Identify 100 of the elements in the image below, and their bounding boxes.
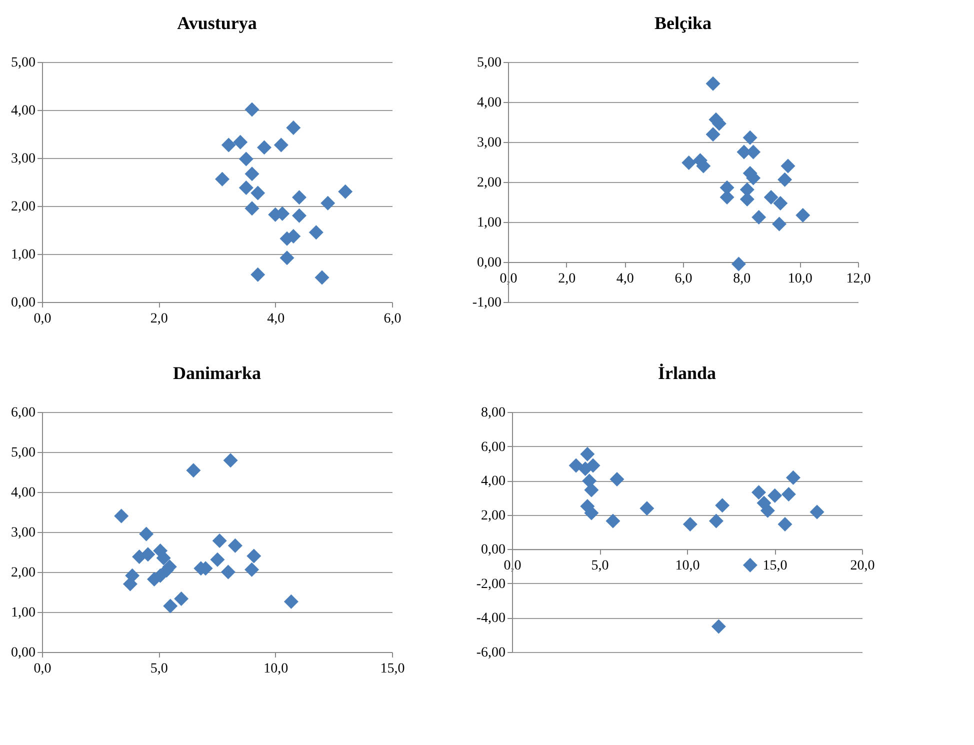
point [122,576,138,592]
x-tick-label: 20,0 [850,558,875,574]
x-tick-label: 10,0 [675,558,700,574]
x-tick-label: 15,0 [762,558,788,574]
x-tick-label: 8,0 [733,272,751,286]
point [244,102,260,117]
point [773,196,788,210]
y-tick-label: 3,00 [477,136,502,150]
point [238,180,254,196]
y-tick-label: 1,00 [11,248,36,262]
point [706,76,720,91]
point [246,548,262,564]
point [114,508,129,524]
point [244,201,260,216]
point [338,184,353,199]
point [752,485,766,500]
x-tick-label: 5,0 [591,558,609,574]
point [250,186,266,200]
point [274,138,288,152]
point [778,172,792,187]
x-tick-label: 6,0 [384,312,402,326]
point [711,619,726,634]
point [708,514,724,528]
point [250,267,266,282]
y-tick-label: 4,00 [481,474,506,490]
y-tick-label: 5,00 [11,56,36,70]
point [580,446,595,462]
point [140,547,156,562]
y-tick-label: 0,00 [477,256,502,270]
point [228,538,242,553]
chart-title: Danimarka [172,363,262,383]
point [215,172,230,186]
y-tick-label: 5,00 [477,56,502,70]
point [796,208,810,222]
point [742,558,758,572]
point [778,517,792,532]
y-tick-label: -2,00 [476,576,506,592]
x-tick-label: 4,0 [267,312,285,326]
x-tick-label: 10,0 [264,662,288,676]
point [584,506,599,520]
y-tick-label: 1,00 [477,216,502,230]
y-tick-label: -6,00 [476,646,506,660]
point [706,127,720,142]
point [292,190,306,205]
y-tick-label: 6,00 [481,440,506,455]
x-tick-label: 0,0 [34,312,52,326]
y-tick-label: 2,00 [11,200,36,214]
point [210,552,225,567]
point [772,216,786,232]
x-tick-label: 12,0 [846,272,871,286]
x-tick-label: 4,0 [616,272,634,286]
x-tick-label: 5,0 [150,662,168,676]
point [764,190,778,204]
point [244,562,260,577]
y-tick-label: 5,00 [11,446,36,460]
point [280,250,294,266]
point [156,550,171,566]
y-tick-label: 0,00 [481,542,506,558]
y-tick-label: 8,00 [481,406,506,420]
x-tick-label: 2,0 [558,272,576,286]
y-tick-label: 3,00 [11,526,36,540]
y-tick-label: 4,00 [477,96,502,110]
point [752,210,766,224]
point [233,134,248,150]
point [682,156,696,170]
point [308,225,324,240]
point [284,594,298,609]
point [220,564,236,580]
point [682,517,698,532]
point [244,166,260,182]
point [731,256,746,272]
y-tick-label: 2,00 [11,566,36,580]
point [139,526,154,542]
point [174,592,189,606]
point [257,140,272,155]
y-tick-label: 6,00 [11,406,36,420]
y-tick-label: -1,00 [472,296,502,310]
point [584,482,599,498]
point [320,196,336,210]
y-tick-label: 2,00 [481,508,506,524]
point [238,152,254,166]
point [606,514,620,528]
point [221,138,236,152]
point [780,158,796,174]
y-tick-label: 1,00 [11,606,36,620]
chart-title: İrlanda [658,363,716,383]
y-tick-label: 4,00 [11,486,36,500]
y-tick-label: 3,00 [11,152,36,166]
x-tick-label: 10,0 [788,272,812,286]
point [768,488,782,503]
y-tick-label: 0,00 [11,296,36,310]
y-tick-label: -4,00 [476,611,506,626]
y-tick-label: 2,00 [477,176,502,190]
point [742,130,758,145]
point [163,598,178,614]
point [586,458,600,473]
point [760,503,775,518]
point [715,498,730,513]
point [781,487,796,502]
x-tick-label: 15,0 [380,662,405,676]
